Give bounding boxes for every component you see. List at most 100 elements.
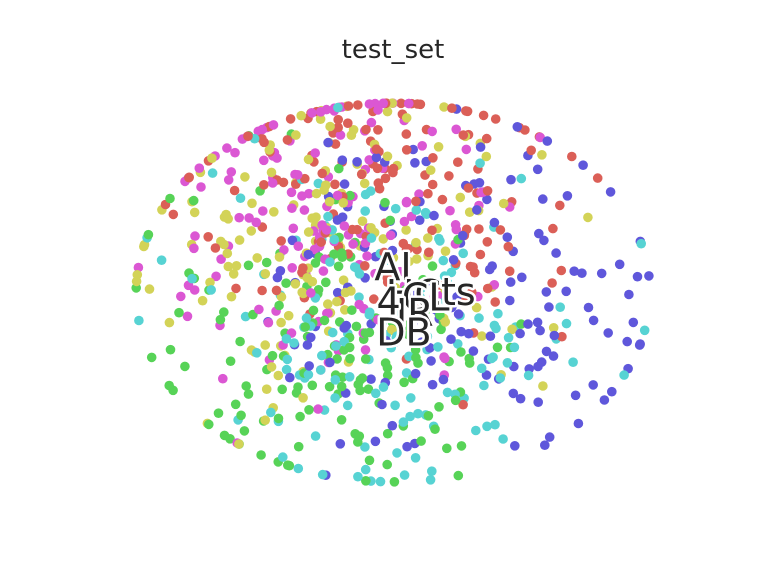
scatter-point	[515, 328, 525, 339]
scatter-point	[442, 443, 452, 454]
scatter-point	[339, 179, 350, 189]
scatter-point	[311, 212, 321, 222]
scatter-point	[446, 334, 456, 345]
scatter-point	[387, 317, 398, 328]
scatter-point	[266, 407, 276, 418]
scatter-point	[386, 292, 397, 303]
scatter-point	[240, 172, 250, 182]
scatter-point	[636, 238, 646, 249]
scatter-point	[266, 362, 277, 372]
scatter-point	[544, 302, 554, 312]
scatter-point	[427, 225, 437, 236]
scatter-point	[482, 237, 493, 247]
scatter-point	[281, 334, 292, 344]
scatter-point	[283, 310, 294, 321]
scatter-point	[307, 380, 318, 391]
scatter-point	[537, 150, 547, 160]
scatter-point	[484, 264, 495, 275]
scatter-point	[343, 118, 353, 128]
scatter-point	[458, 399, 468, 410]
scatter-point	[401, 145, 412, 155]
scatter-point	[406, 393, 416, 403]
scatter-point	[321, 277, 331, 288]
scatter-point	[410, 453, 421, 463]
scatter-point	[331, 341, 341, 351]
scatter-point	[298, 393, 308, 403]
scatter-point	[475, 158, 485, 168]
scatter-point	[269, 207, 279, 217]
scatter-point	[336, 381, 347, 392]
scatter-point	[295, 411, 305, 422]
scatter-point	[332, 287, 343, 298]
scatter-point	[241, 381, 251, 391]
scatter-point	[509, 342, 520, 353]
scatter-point	[302, 340, 313, 350]
scatter-point	[567, 151, 577, 162]
scatter-point	[446, 267, 457, 278]
scatter-point	[413, 358, 423, 368]
scatter-point	[259, 155, 269, 166]
scatter-point	[378, 98, 389, 109]
scatter-point	[243, 260, 254, 271]
scatter-point	[405, 411, 415, 422]
scatter-point	[573, 418, 584, 429]
scatter-point	[226, 167, 237, 177]
scatter-point	[392, 448, 402, 458]
cluster-label: AI	[374, 245, 411, 289]
scatter-point	[206, 285, 216, 295]
scatter-point	[243, 389, 254, 399]
scatter-point	[417, 141, 428, 151]
scatter-point	[325, 257, 335, 267]
scatter-point	[231, 261, 242, 271]
scatter-point	[229, 185, 240, 196]
scatter-point	[165, 344, 176, 355]
chart-title: test_set	[342, 35, 445, 65]
scatter-point	[336, 415, 347, 425]
scatter-point	[481, 151, 492, 162]
scatter-point	[596, 268, 607, 279]
scatter-point	[533, 397, 543, 408]
scatter-point	[235, 193, 246, 203]
scatter-point	[382, 370, 393, 381]
scatter-point	[279, 245, 289, 255]
scatter-point	[455, 192, 466, 203]
cluster-label: 4	[377, 280, 401, 324]
scatter-point	[474, 313, 484, 323]
scatter-point	[360, 206, 371, 216]
scatter-point	[319, 315, 330, 326]
scatter-point	[392, 331, 402, 342]
scatter-point	[468, 346, 479, 356]
scatter-point	[354, 299, 365, 310]
scatter-point	[361, 124, 371, 135]
scatter-point	[234, 235, 245, 245]
scatter-point	[196, 182, 206, 192]
scatter-point	[324, 381, 335, 392]
scatter-point	[366, 233, 377, 243]
scatter-point	[360, 442, 370, 452]
scatter-point	[385, 230, 396, 241]
scatter-point	[381, 336, 391, 346]
scatter-point	[342, 400, 353, 411]
scatter-point	[222, 248, 233, 259]
scatter-point	[323, 137, 333, 148]
scatter-point	[421, 276, 432, 287]
scatter-point	[338, 198, 349, 208]
scatter-point	[261, 257, 272, 268]
scatter-point	[293, 463, 304, 474]
scatter-point	[266, 167, 277, 178]
scatter-point	[523, 370, 534, 381]
scatter-point	[404, 98, 414, 109]
scatter-point	[401, 368, 412, 378]
scatter-point	[292, 170, 303, 180]
scatter-point	[271, 285, 282, 296]
scatter-point	[357, 216, 368, 226]
scatter-point	[333, 261, 344, 272]
scatter-point	[176, 291, 186, 302]
scatter-point	[443, 303, 453, 313]
scatter-point	[293, 441, 304, 452]
scatter-point	[261, 384, 272, 395]
scatter-point	[371, 388, 381, 399]
scatter-point	[378, 382, 389, 392]
scatter-point	[458, 230, 468, 241]
scatter-point	[190, 231, 200, 241]
